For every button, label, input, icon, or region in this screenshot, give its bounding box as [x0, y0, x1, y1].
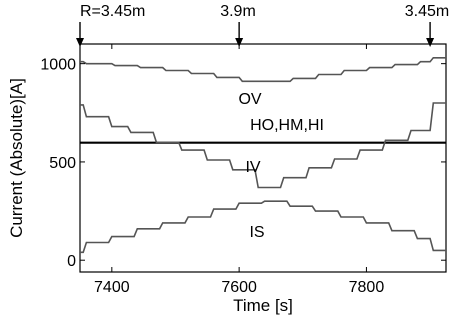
series-label-is: IS	[249, 224, 264, 241]
y-tick-label: 0	[67, 253, 76, 270]
series-label-ho-hm-hi: HO,HM,HI	[250, 117, 324, 134]
series-label-iv: IV	[245, 159, 260, 176]
y-axis-title: Current (Absolute)[A]	[7, 78, 26, 238]
series-label-ov: OV	[238, 91, 261, 108]
series-line-ov	[80, 57, 446, 83]
position-markers	[76, 22, 435, 47]
annotation-end: 3.45m	[405, 3, 449, 20]
x-tick-label: 7600	[221, 279, 257, 296]
annotation-middle: 3.9m	[220, 3, 256, 20]
series-line-iv	[80, 102, 446, 189]
marker-arrow-head	[426, 38, 435, 47]
series-layer	[80, 57, 446, 254]
y-tick-label: 1000	[40, 57, 76, 74]
x-tick-label: 7800	[349, 279, 385, 296]
y-axis-ticks: 0 500 1000	[40, 57, 446, 270]
plot-frame	[79, 43, 447, 273]
annotation-start: R=3.45m	[80, 3, 145, 20]
marker-arrow-head	[76, 38, 84, 47]
y-tick-label: 500	[49, 155, 76, 172]
x-axis-ticks: 7400 7600 7800	[94, 44, 384, 296]
x-tick-label: 7400	[94, 279, 130, 296]
marker-arrow-head	[235, 38, 244, 47]
x-axis-title: Time [s]	[233, 296, 293, 315]
series-line-is	[80, 200, 446, 254]
